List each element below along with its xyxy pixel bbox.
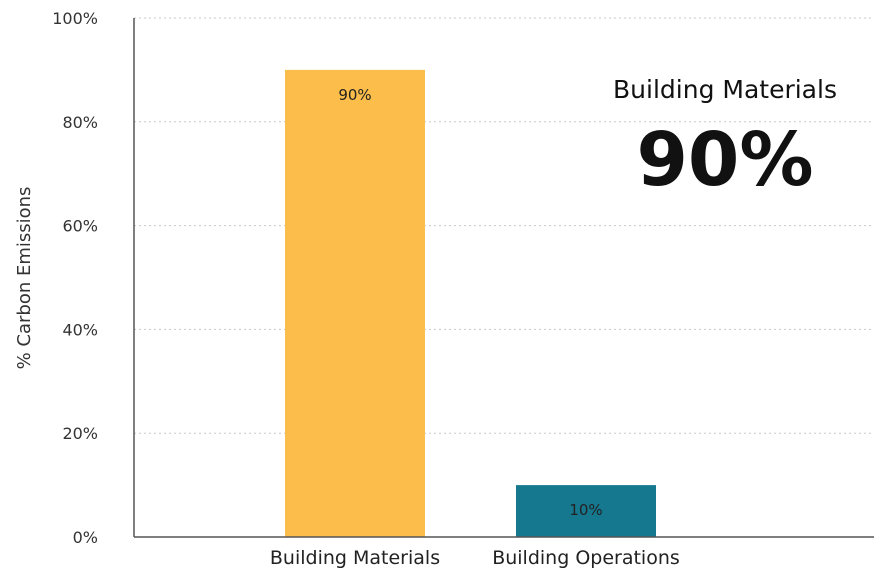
bar [516, 485, 656, 537]
x-tick-labels: Building Materials Building Operations [270, 547, 680, 569]
x-tick-label: Building Materials [270, 547, 440, 569]
y-tick-label: 80% [62, 113, 98, 132]
y-tick-label: 100% [52, 9, 98, 28]
axes [133, 18, 874, 538]
bar [285, 69, 425, 538]
y-axis-label: % Carbon Emissions [14, 187, 35, 370]
annotation-label: Building Materials [613, 75, 837, 104]
data-label: 10% [569, 501, 602, 519]
y-tick-labels: 0% 20% 40% 60% 80% 100% [52, 9, 98, 547]
gridlines [134, 17, 874, 434]
data-label: 90% [338, 86, 371, 104]
x-tick-label: Building Operations [492, 547, 680, 569]
bars: 90% 10% [285, 69, 656, 538]
annotation-value: 90% [636, 117, 813, 203]
y-tick-label: 40% [62, 320, 98, 339]
y-tick-label: 0% [73, 528, 98, 547]
y-tick-label: 20% [62, 424, 98, 443]
y-tick-label: 60% [62, 217, 98, 236]
